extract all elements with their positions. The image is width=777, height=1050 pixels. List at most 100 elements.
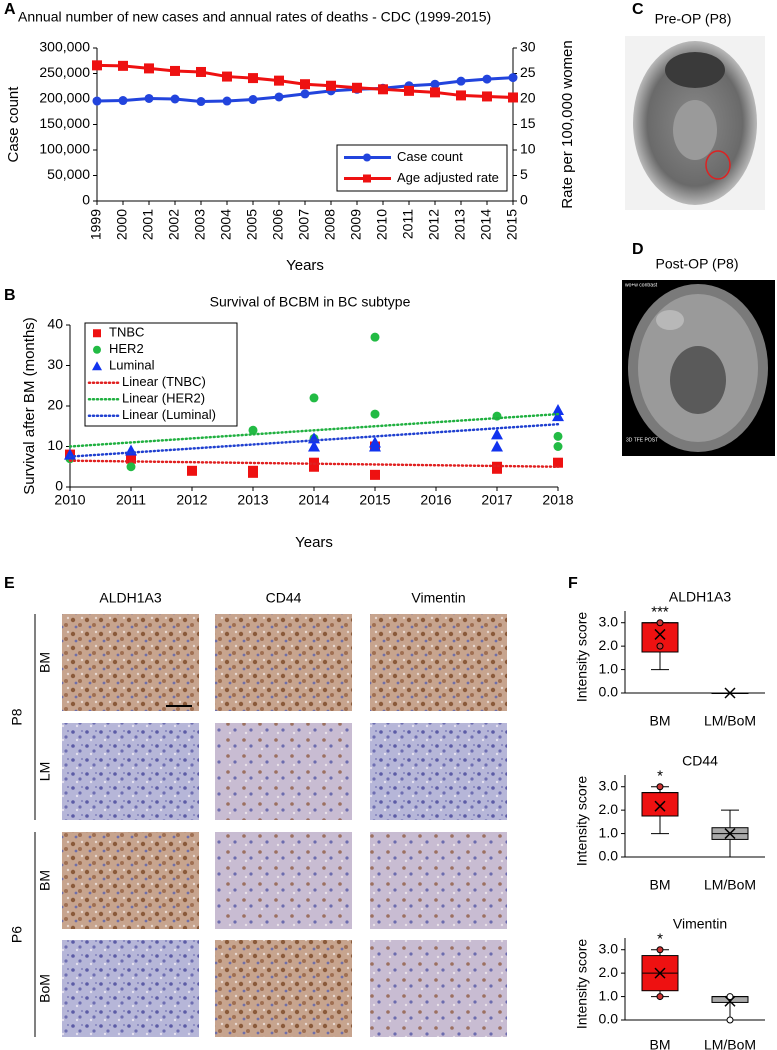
legend-box	[84, 322, 238, 427]
chart-title: Survival of BCBM in BC subtype	[210, 294, 411, 310]
marker	[144, 93, 154, 103]
y-tick-label: 0.0	[599, 684, 619, 700]
mean	[724, 995, 736, 1007]
x-tick-label: 2006	[270, 209, 286, 240]
y-tick-label: 40	[47, 316, 63, 332]
annotation: *	[657, 931, 663, 948]
legend-label: Linear (HER2)	[122, 391, 205, 406]
legend-label: Case count	[397, 149, 463, 164]
y-tick-label: 30	[47, 356, 63, 372]
row-label: BM	[37, 652, 53, 673]
marker	[300, 79, 310, 90]
marker	[370, 332, 380, 342]
marker	[370, 469, 380, 480]
marker	[248, 95, 258, 105]
mean	[654, 967, 666, 979]
x-tick-label: 2000	[114, 209, 130, 240]
marker	[370, 409, 380, 419]
legend-label: Linear (TNBC)	[122, 374, 206, 389]
marker	[170, 94, 180, 104]
marker	[404, 85, 414, 96]
panel-letter: F	[568, 575, 578, 592]
column-header: ALDH1A3	[99, 590, 161, 606]
y-tick-label: 50,000	[47, 166, 90, 182]
chart-title: CD44	[682, 753, 718, 769]
y-axis-label: Intensity score	[574, 612, 590, 702]
x-axis-label: Years	[295, 534, 333, 551]
x-tick-label: 2013	[237, 492, 268, 508]
y2-tick-label: 25	[520, 64, 536, 80]
mean	[724, 828, 736, 840]
marker	[369, 440, 381, 452]
x-tick-label: 2015	[359, 492, 390, 508]
legend-label: HER2	[109, 341, 144, 356]
marker	[248, 467, 258, 478]
trend-line	[68, 459, 560, 468]
y-tick-label: 0	[55, 478, 63, 494]
y2-axis-label: Rate per 100,000 women	[559, 40, 576, 208]
y-tick-label: 0	[82, 192, 90, 208]
x-tick-label: 2016	[420, 492, 451, 508]
annotation: ***	[651, 604, 669, 621]
chart-title: Vimentin	[673, 916, 727, 932]
mean	[724, 687, 736, 699]
y2-tick-label: 10	[520, 141, 536, 157]
histology-image	[370, 614, 507, 711]
mri-pre-op	[625, 36, 765, 210]
legend-marker	[93, 329, 101, 338]
marker	[492, 463, 502, 474]
column-header: Vimentin	[411, 590, 465, 606]
patient-label: P6	[9, 926, 25, 943]
legend-box	[336, 144, 508, 192]
marker	[553, 431, 563, 441]
marker	[118, 96, 128, 106]
y2-tick-label: 5	[520, 166, 528, 182]
marker	[491, 428, 503, 440]
histology-image	[215, 832, 352, 929]
legend-marker	[92, 361, 102, 371]
y-tick-label: 300,000	[39, 39, 90, 55]
marker	[553, 457, 563, 468]
box	[641, 792, 679, 817]
image-title: Post-OP (P8)	[656, 256, 739, 272]
x-tick-label: BM	[650, 713, 671, 729]
column-header: CD44	[266, 590, 302, 606]
marker	[482, 91, 492, 102]
histology-image	[370, 940, 507, 1037]
marker	[300, 89, 310, 99]
y-tick-label: 2.0	[599, 964, 619, 980]
y-tick-label: 100,000	[39, 141, 90, 157]
trend-line	[68, 422, 560, 458]
legend-marker	[93, 345, 101, 354]
point	[656, 946, 664, 954]
y-tick-label: 3.0	[599, 940, 619, 956]
marker	[92, 60, 102, 71]
marker	[170, 65, 180, 76]
histology-image	[62, 723, 199, 820]
marker	[308, 440, 320, 452]
marker	[378, 84, 388, 95]
legend-marker	[363, 153, 371, 162]
histology-image	[215, 614, 352, 711]
marker	[92, 96, 102, 106]
marker	[508, 73, 518, 83]
panel-letter: B	[4, 287, 16, 304]
y2-tick-label: 0	[520, 192, 528, 208]
legend-marker	[363, 174, 371, 183]
x-tick-label: BM	[650, 1037, 671, 1050]
mean	[654, 800, 666, 812]
row-label: BM	[37, 870, 53, 891]
x-tick-label: 1999	[88, 209, 104, 240]
marker	[482, 74, 492, 84]
marker	[187, 465, 197, 476]
y-axis-label: Intensity score	[574, 776, 590, 866]
x-tick-label: 2010	[54, 492, 85, 508]
marker	[430, 79, 440, 89]
row-label: BoM	[37, 974, 53, 1003]
marker	[552, 404, 564, 416]
marker	[309, 393, 319, 403]
y2-tick-label: 15	[520, 115, 536, 131]
marker	[430, 87, 440, 98]
histology-image	[62, 940, 199, 1037]
marker	[118, 60, 128, 71]
